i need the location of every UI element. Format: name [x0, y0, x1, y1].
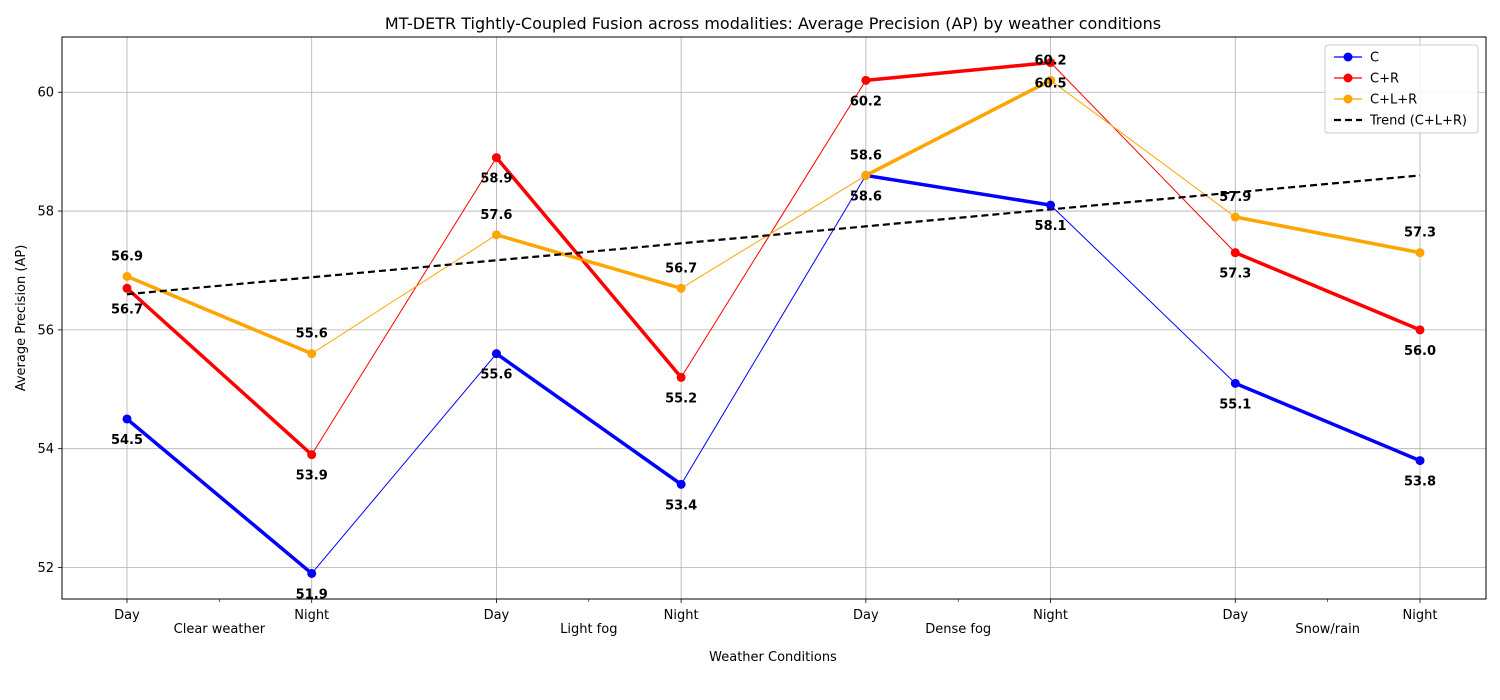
- data-label-c: 58.1: [1035, 219, 1067, 234]
- data-label-cplus-lplus-r: 57.3: [1404, 226, 1436, 241]
- data-label-cplus-r: 60.5: [1035, 77, 1067, 92]
- data-point-cplus-lplus-r: [491, 230, 501, 240]
- y-tick-label: 54: [37, 442, 54, 457]
- data-point-cplus-r: [1230, 248, 1240, 258]
- legend-entry: C+R: [1370, 72, 1399, 87]
- data-point-cplus-r: [307, 450, 317, 460]
- y-tick-label: 52: [37, 561, 54, 576]
- data-point-cplus-lplus-r: [307, 349, 317, 359]
- trend-line: [126, 174, 1421, 296]
- legend-marker: [1343, 94, 1353, 104]
- data-point-cplus-lplus-r: [676, 283, 686, 293]
- series-line-c: [126, 174, 1421, 575]
- y-tick-label: 60: [37, 86, 54, 101]
- group-label: Clear weather: [174, 622, 266, 637]
- data-point-cplus-r: [491, 153, 501, 163]
- data-point-cplus-lplus-r: [1230, 212, 1240, 222]
- data-point-c: [1046, 200, 1056, 210]
- data-label-cplus-lplus-r: 57.6: [480, 208, 512, 223]
- data-label-c: 55.1: [1219, 397, 1251, 412]
- data-label-cplus-lplus-r: 55.6: [296, 327, 328, 342]
- data-point-cplus-r: [122, 283, 132, 293]
- data-label-cplus-lplus-r: 56.9: [111, 249, 143, 264]
- data-point-cplus-r: [1046, 58, 1056, 68]
- data-label-cplus-lplus-r: 58.6: [850, 148, 882, 163]
- data-label-c: 53.4: [665, 498, 697, 513]
- data-label-cplus-r: 58.9: [480, 172, 512, 187]
- x-tick-label: Day: [1222, 608, 1248, 623]
- data-labels: 54.551.955.653.458.658.155.153.856.753.9…: [111, 53, 1436, 602]
- group-label: Dense fog: [925, 622, 991, 637]
- legend-entry: Trend (C+L+R): [1369, 114, 1467, 129]
- data-point-cplus-r: [1415, 325, 1425, 335]
- data-point-cplus-lplus-r: [122, 271, 132, 281]
- data-label-cplus-lplus-r: 60.2: [1035, 53, 1067, 68]
- y-tick-label: 58: [37, 205, 54, 220]
- series-line-cplus-r: [126, 62, 1421, 456]
- data-label-c: 55.6: [480, 368, 512, 383]
- grid: [62, 37, 1486, 599]
- legend-entry: C: [1370, 51, 1379, 66]
- data-point-c: [1415, 456, 1425, 466]
- legend-marker: [1343, 52, 1353, 62]
- legend-box: [1324, 44, 1479, 134]
- data-point-c: [307, 568, 317, 578]
- legend: C C+R C+L+R Trend (C+L+R): [1324, 44, 1479, 134]
- x-tick-label: Night: [1033, 608, 1068, 623]
- chart-title: MT-DETR Tightly-Coupled Fusion across mo…: [385, 14, 1161, 33]
- data-label-cplus-r: 57.3: [1219, 267, 1251, 282]
- data-label-c: 54.5: [111, 433, 143, 448]
- group-label: Light fog: [560, 622, 617, 637]
- trend-line-group: [126, 174, 1421, 296]
- y-tick-label: 56: [37, 323, 54, 338]
- data-points: [122, 58, 1425, 578]
- data-label-cplus-r: 60.2: [850, 94, 882, 109]
- plot-frame: [61, 36, 1487, 600]
- data-label-cplus-r: 56.0: [1404, 344, 1436, 359]
- data-label-cplus-r: 56.7: [111, 302, 143, 317]
- axes: 52 54 56 58 60 Day Night Day Night Day Night Day Nig…: [37, 86, 1437, 637]
- data-label-cplus-lplus-r: 57.9: [1219, 190, 1251, 205]
- data-point-cplus-r: [861, 75, 871, 85]
- group-label: Snow/rain: [1295, 622, 1360, 637]
- x-tick-label: Day: [484, 608, 510, 623]
- data-point-c: [491, 349, 501, 359]
- data-point-cplus-r: [676, 372, 686, 382]
- data-point-c: [676, 479, 686, 489]
- data-label-cplus-lplus-r: 56.7: [665, 261, 697, 276]
- data-point-cplus-lplus-r: [861, 170, 871, 180]
- x-tick-label: Night: [294, 608, 329, 623]
- data-label-cplus-r: 53.9: [296, 469, 328, 484]
- data-label-c: 53.8: [1404, 475, 1436, 490]
- x-tick-label: Day: [114, 608, 140, 623]
- x-tick-label: Night: [664, 608, 699, 623]
- data-point-c: [1230, 378, 1240, 388]
- data-point-cplus-lplus-r: [1415, 248, 1425, 258]
- data-point-c: [122, 414, 132, 424]
- y-axis-label: Average Precision (AP): [14, 245, 29, 392]
- legend-marker: [1343, 73, 1353, 83]
- data-label-c: 58.6: [850, 189, 882, 204]
- legend-entry: C+L+R: [1370, 93, 1417, 108]
- x-tick-label: Night: [1403, 608, 1438, 623]
- x-axis-label: Weather Conditions: [709, 650, 837, 665]
- data-point-cplus-lplus-r: [1046, 75, 1056, 85]
- data-label-cplus-r: 55.2: [665, 391, 697, 406]
- x-tick-label: Day: [853, 608, 879, 623]
